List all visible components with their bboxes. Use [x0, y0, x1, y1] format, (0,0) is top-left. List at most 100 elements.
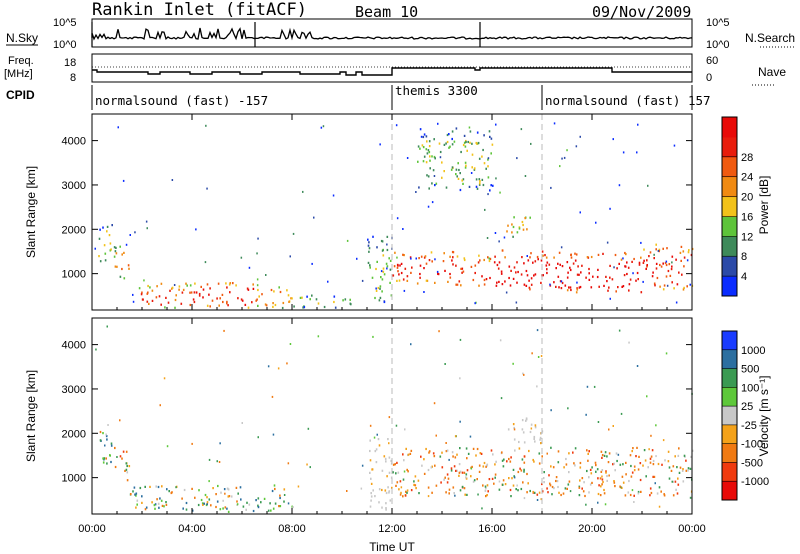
echo-cell [525, 419, 527, 422]
echo-cell [495, 284, 498, 287]
colorbar-swatch [722, 136, 737, 158]
echo-cell [400, 486, 403, 489]
freq-tick-bottom: 8 [70, 72, 76, 84]
echo-cell [433, 455, 436, 458]
echo-cell [421, 464, 423, 467]
echo-cell [521, 220, 524, 224]
echo-cell [369, 471, 371, 474]
echo-cell [588, 476, 590, 479]
echo-cell [504, 280, 506, 283]
power-colorbar: 4 8 12 16 20 24 28 [721, 116, 753, 297]
echo-cell [578, 286, 581, 289]
echo-cell [597, 492, 600, 496]
echo-cell [181, 497, 183, 500]
echo-cell [204, 261, 207, 264]
echo-cell [411, 266, 413, 269]
echo-cell [487, 157, 490, 160]
echo-cell [257, 497, 260, 500]
echo-cell [455, 283, 457, 286]
echo-cell [546, 261, 549, 264]
echo-cell [452, 455, 454, 458]
echo-cell [490, 184, 492, 187]
echo-cell [601, 456, 603, 459]
echo-cell [145, 220, 148, 223]
echo-cell [443, 170, 445, 173]
echo-cell [400, 491, 402, 494]
echo-cell [167, 301, 170, 304]
echo-cell [516, 157, 518, 160]
echo-cell [287, 462, 290, 465]
echo-cell [529, 256, 531, 259]
echo-cell [106, 325, 108, 328]
echo-cell [106, 462, 108, 465]
echo-cell [202, 288, 205, 291]
echo-cell [648, 448, 650, 451]
echo-cell [114, 250, 117, 253]
echo-cell [520, 487, 523, 491]
echo-cell [687, 469, 689, 472]
echo-cell [458, 168, 460, 172]
echo-cell [569, 490, 572, 493]
echo-cell [538, 491, 541, 494]
echo-cell [206, 503, 208, 506]
echo-cell [546, 271, 548, 275]
velocity-x-axis: 00:00 04:00 08:00 12:00 16:00 20:00 00:00 [78, 318, 706, 535]
echo-cell [658, 250, 660, 253]
colorbar-tick-label: -25 [741, 420, 757, 432]
echo-cell [530, 423, 533, 426]
echo-cell [132, 300, 135, 303]
echo-cell [613, 480, 615, 483]
echo-cell [489, 189, 491, 192]
echo-cell [155, 485, 157, 488]
echo-cell [423, 458, 425, 461]
echo-cell [515, 301, 518, 304]
echo-cell [182, 288, 185, 291]
echo-cell [208, 458, 211, 461]
echo-cell [523, 373, 525, 376]
echo-cell [197, 503, 200, 507]
echo-cell [528, 449, 530, 453]
echo-cell [619, 463, 622, 466]
echo-cell [407, 470, 409, 473]
echo-cell [526, 228, 528, 231]
echo-cell [430, 251, 433, 254]
echo-cell [595, 464, 597, 467]
echo-cell [448, 492, 450, 495]
echo-cell [604, 451, 607, 454]
echo-cell [657, 249, 660, 252]
echo-cell [619, 485, 621, 488]
echo-cell [562, 492, 565, 495]
echo-cell [614, 485, 616, 488]
echo-cell [603, 492, 606, 495]
echo-cell [482, 465, 485, 468]
echo-cell [173, 284, 176, 286]
echo-cell [600, 470, 603, 473]
echo-cell [541, 490, 544, 493]
echo-cell [415, 191, 417, 193]
echo-cell [441, 451, 443, 454]
echo-cell [501, 483, 504, 486]
echo-cell [132, 293, 134, 296]
echo-cell [406, 489, 409, 492]
echo-cell [528, 279, 530, 282]
echo-cell [236, 500, 238, 503]
colorbar-swatch [722, 349, 737, 370]
echo-cell [417, 145, 420, 148]
echo-cell [455, 127, 458, 130]
echo-cell [125, 243, 128, 246]
echo-cell [514, 449, 516, 452]
echo-cell [390, 459, 392, 462]
echo-cell [428, 187, 430, 190]
echo-cell [462, 143, 465, 147]
echo-cell [468, 185, 471, 188]
echo-cell [246, 501, 248, 504]
colorbar-swatch [722, 331, 737, 351]
echo-cell [624, 494, 627, 497]
echo-cell [252, 509, 255, 513]
echo-cell [227, 488, 230, 491]
echo-cell [224, 492, 226, 495]
echo-cell [445, 450, 448, 453]
echo-cell [653, 257, 655, 260]
echo-cell [375, 287, 377, 290]
echo-cell [128, 465, 131, 468]
